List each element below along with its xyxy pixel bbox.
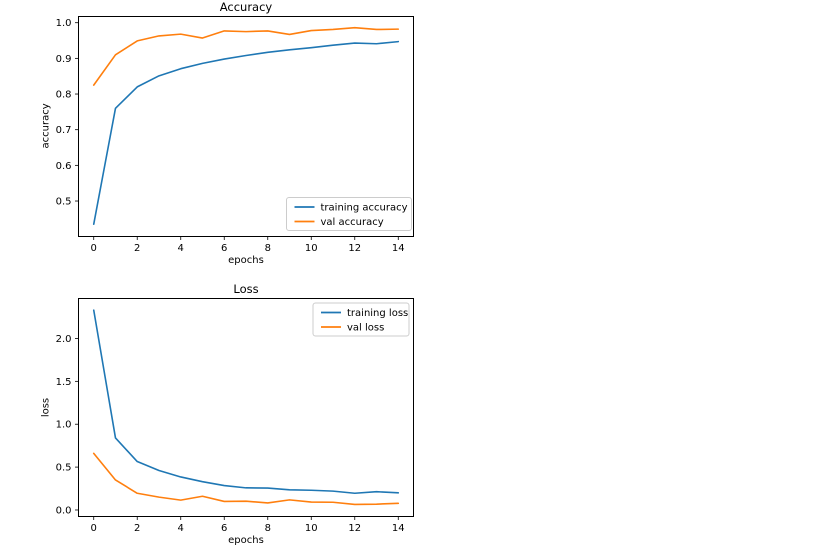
svg-text:0: 0: [91, 523, 97, 534]
svg-text:14: 14: [392, 243, 405, 254]
svg-text:val accuracy: val accuracy: [321, 217, 384, 228]
svg-text:6: 6: [221, 523, 227, 534]
svg-text:0.5: 0.5: [56, 462, 72, 473]
svg-text:training accuracy: training accuracy: [321, 203, 408, 214]
loss-plot-area: 0 2 4 6 8 10 12 14 0.0 0.5 1.0 1.5 2.0 training loss v…: [56, 297, 414, 534]
loss-x-axis-label: epochs: [228, 535, 264, 546]
svg-text:training loss: training loss: [347, 308, 408, 319]
accuracy-chart: Accuracy accuracy epochs 0 2 4 6 8 10 12 14 0.5 0…: [0, 0, 440, 278]
accuracy-plot-area: 0 2 4 6 8 10 12 14 0.5 0.6 0.7 0.8 0.9 1.0 training ac…: [56, 16, 414, 254]
svg-text:1.0: 1.0: [56, 18, 72, 29]
svg-text:0.6: 0.6: [56, 161, 72, 172]
svg-text:2: 2: [134, 243, 140, 254]
svg-text:2: 2: [134, 523, 140, 534]
svg-text:1.0: 1.0: [56, 419, 72, 430]
svg-text:4: 4: [178, 243, 184, 254]
svg-text:0.0: 0.0: [56, 505, 72, 516]
svg-text:1.5: 1.5: [56, 376, 72, 387]
svg-text:val loss: val loss: [347, 322, 384, 333]
svg-text:0.7: 0.7: [56, 125, 72, 136]
svg-text:12: 12: [348, 243, 361, 254]
svg-text:12: 12: [348, 523, 361, 534]
svg-text:0.8: 0.8: [56, 90, 72, 101]
svg-text:10: 10: [305, 243, 318, 254]
accuracy-x-axis-label: epochs: [228, 255, 264, 266]
svg-text:6: 6: [221, 243, 227, 254]
svg-text:4: 4: [178, 523, 184, 534]
loss-chart-title: Loss: [233, 281, 259, 296]
svg-text:0.5: 0.5: [56, 197, 72, 208]
svg-text:8: 8: [265, 243, 271, 254]
accuracy-chart-title: Accuracy: [219, 0, 273, 14]
svg-text:14: 14: [392, 523, 405, 534]
svg-text:10: 10: [305, 523, 318, 534]
svg-text:0.9: 0.9: [56, 54, 72, 65]
svg-text:0: 0: [91, 243, 97, 254]
loss-chart: Loss loss epochs 0 2 4 6 8 10 12 14 0.0 0.5 1.0 1.5…: [0, 282, 440, 556]
svg-text:2.0: 2.0: [56, 333, 72, 344]
svg-text:8: 8: [265, 523, 271, 534]
